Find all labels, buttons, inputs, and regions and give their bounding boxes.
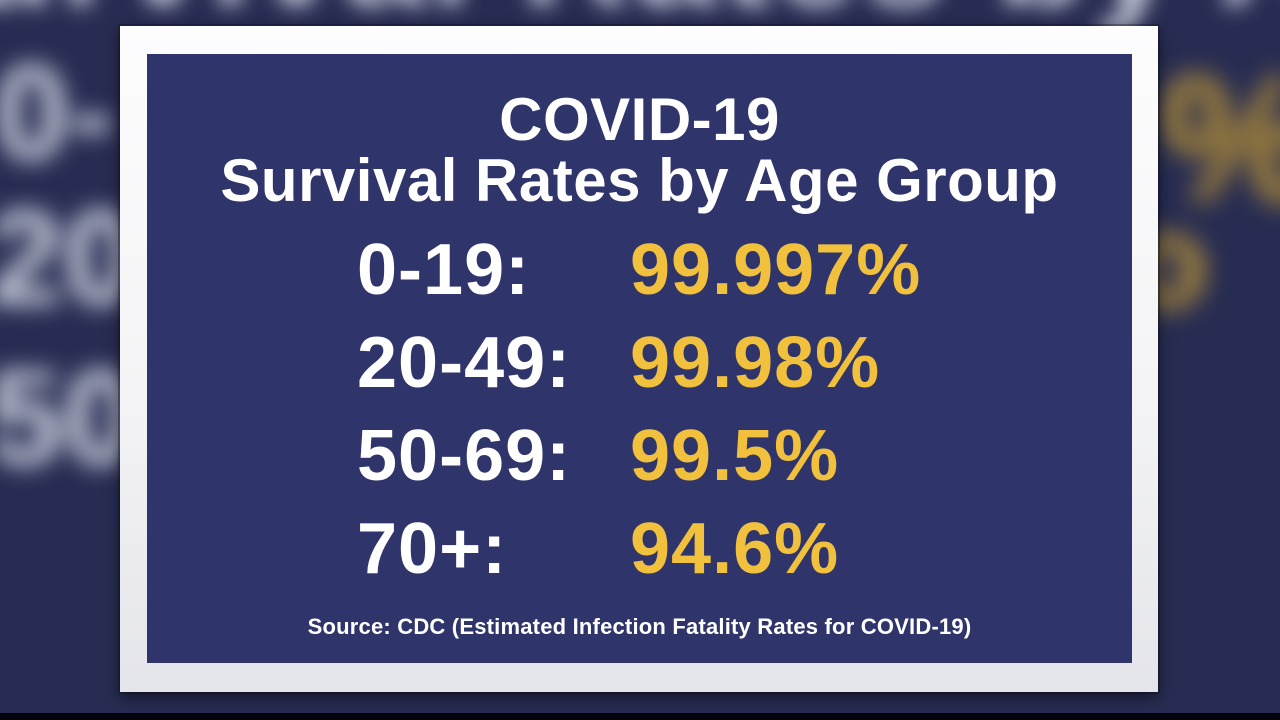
survival-rate-value: 99.5%: [630, 415, 840, 496]
card-title-line1: COVID-19: [499, 86, 780, 153]
stat-rows: 0-19: 99.997% 20-49: 99.98% 50-69: 99.5%…: [147, 223, 1132, 595]
age-group-label: 0-19:: [357, 229, 531, 310]
age-group-label: 20-49:: [357, 322, 572, 403]
survival-rate-value: 99.98%: [630, 322, 881, 403]
survival-rate-value: 99.997%: [630, 229, 922, 310]
blurred-age-fragment-20-49: 20: [0, 182, 139, 333]
blurred-percent-sign-fragment: %: [1160, 50, 1280, 230]
stat-row-20-49: 20-49: 99.98%: [147, 316, 1132, 409]
card-title-line2: Survival Rates by Age Group: [220, 147, 1059, 214]
stat-row-70-plus: 70+: 94.6%: [147, 502, 1132, 595]
stat-panel: COVID-19 Survival Rates by Age Group 0-1…: [147, 54, 1132, 663]
age-group-label: 50-69:: [357, 415, 572, 496]
stat-row-50-69: 50-69: 99.5%: [147, 409, 1132, 502]
age-group-label: 70+:: [357, 508, 508, 589]
source-attribution: Source: CDC (Estimated Infection Fatalit…: [307, 614, 972, 639]
survival-rate-value: 94.6%: [630, 508, 840, 589]
letterbox-bar: [0, 713, 1280, 720]
card-title: COVID-19 Survival Rates by Age Group: [147, 89, 1132, 211]
blurred-age-fragment-50-69: 50: [0, 342, 139, 493]
stat-row-0-19: 0-19: 99.997%: [147, 223, 1132, 316]
blurred-age-fragment-0-19: 0-: [0, 37, 115, 188]
stat-card: COVID-19 Survival Rates by Age Group 0-1…: [120, 26, 1158, 692]
blurred-title-fragment: Survival Rates by Age Group: [0, 0, 1280, 28]
